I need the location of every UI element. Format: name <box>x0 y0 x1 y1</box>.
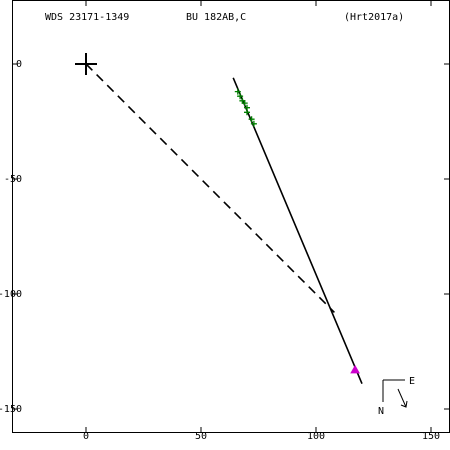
motion-arrow-head <box>400 400 408 408</box>
motion-arrow-shaft <box>397 388 407 408</box>
x-tick-label: 100 <box>307 431 325 442</box>
reference-label: (Hrt2017a) <box>344 12 404 23</box>
x-tick-label: 0 <box>83 431 89 442</box>
observation-point <box>234 88 241 95</box>
y-tick-label: -50 <box>4 174 22 185</box>
x-tick-labels: 0 50 100 150 <box>83 431 440 442</box>
compass-east-label: E <box>409 376 415 387</box>
primary-star-marker <box>75 53 97 75</box>
latest-point-marker <box>350 364 360 374</box>
observation-point <box>237 93 244 100</box>
x-tick-label: 150 <box>422 431 440 442</box>
plot-frame <box>12 0 450 433</box>
orbit-line <box>232 77 363 385</box>
observation-point <box>244 109 250 116</box>
y-tick-label: 0 <box>16 59 22 70</box>
observation-point <box>250 120 257 127</box>
axis-ticks <box>13 1 449 432</box>
x-tick-label: 50 <box>195 431 207 442</box>
dashed-line <box>85 63 335 313</box>
observation-points <box>234 88 257 127</box>
wds-label: WDS 23171-1349 <box>45 12 129 23</box>
observation-point <box>241 100 248 107</box>
y-tick-label: -100 <box>0 289 22 300</box>
y-tick-labels: 0 -50 -100 -150 <box>0 59 22 415</box>
latest-point <box>350 364 360 374</box>
compass-north-label: N <box>378 406 384 417</box>
observation-point <box>248 116 255 123</box>
y-tick-label: -150 <box>0 404 22 415</box>
discoverer-label: BU 182AB,C <box>186 12 246 23</box>
compass: E N <box>378 376 415 417</box>
